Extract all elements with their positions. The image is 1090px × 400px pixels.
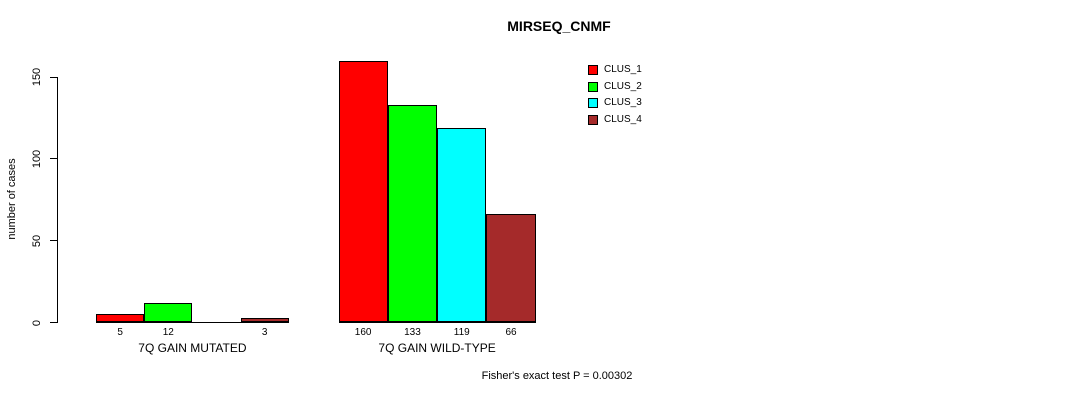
chart-title: MIRSEQ_CNMF <box>507 18 611 34</box>
bar-clus_3 <box>437 127 487 323</box>
bar-clus_4 <box>486 214 536 323</box>
y-axis-tick <box>50 158 57 160</box>
bar-clus_2 <box>387 104 438 323</box>
group-baseline <box>338 322 536 323</box>
legend-swatch-clus_4 <box>588 115 598 126</box>
y-axis-line <box>57 77 58 323</box>
legend-label: CLUS_3 <box>604 97 642 109</box>
legend-swatch-clus_1 <box>588 65 598 75</box>
legend-swatch-clus_2 <box>588 81 598 92</box>
y-axis-tick-label: 150 <box>31 67 43 87</box>
bar-clus_2 <box>144 302 193 323</box>
legend-label: CLUS_4 <box>604 114 642 126</box>
group-baseline <box>96 322 289 323</box>
category-label: 7Q GAIN WILD-TYPE <box>378 341 496 355</box>
y-axis-tick <box>50 76 57 78</box>
annotation-fisher-test: Fisher's exact test P = 0.00302 <box>481 370 633 382</box>
y-axis-tick <box>50 322 57 323</box>
bar-value-label: 12 <box>162 326 174 338</box>
y-axis-tick-label: 100 <box>31 149 43 169</box>
y-axis-tick <box>50 240 57 242</box>
y-axis-tick-label: 0 <box>31 319 43 326</box>
bar-value-label: 133 <box>404 326 421 338</box>
bar-value-label: 66 <box>505 326 517 338</box>
bar-value-label: 5 <box>117 326 123 338</box>
bar-value-label: 160 <box>354 326 372 338</box>
category-label: 7Q GAIN MUTATED <box>138 341 247 355</box>
bar-value-label: 3 <box>261 326 268 338</box>
y-axis-tick-label: 50 <box>31 234 43 247</box>
bar-clus_1 <box>338 60 388 323</box>
legend-swatch-clus_3 <box>588 98 598 109</box>
bar-clus_4 <box>240 317 289 323</box>
bar-clus_1 <box>96 314 145 323</box>
legend-label: CLUS_2 <box>604 80 642 92</box>
bar-value-label: 119 <box>453 326 470 338</box>
legend-label: CLUS_1 <box>604 64 642 75</box>
y-axis-label: number of cases <box>6 158 18 240</box>
